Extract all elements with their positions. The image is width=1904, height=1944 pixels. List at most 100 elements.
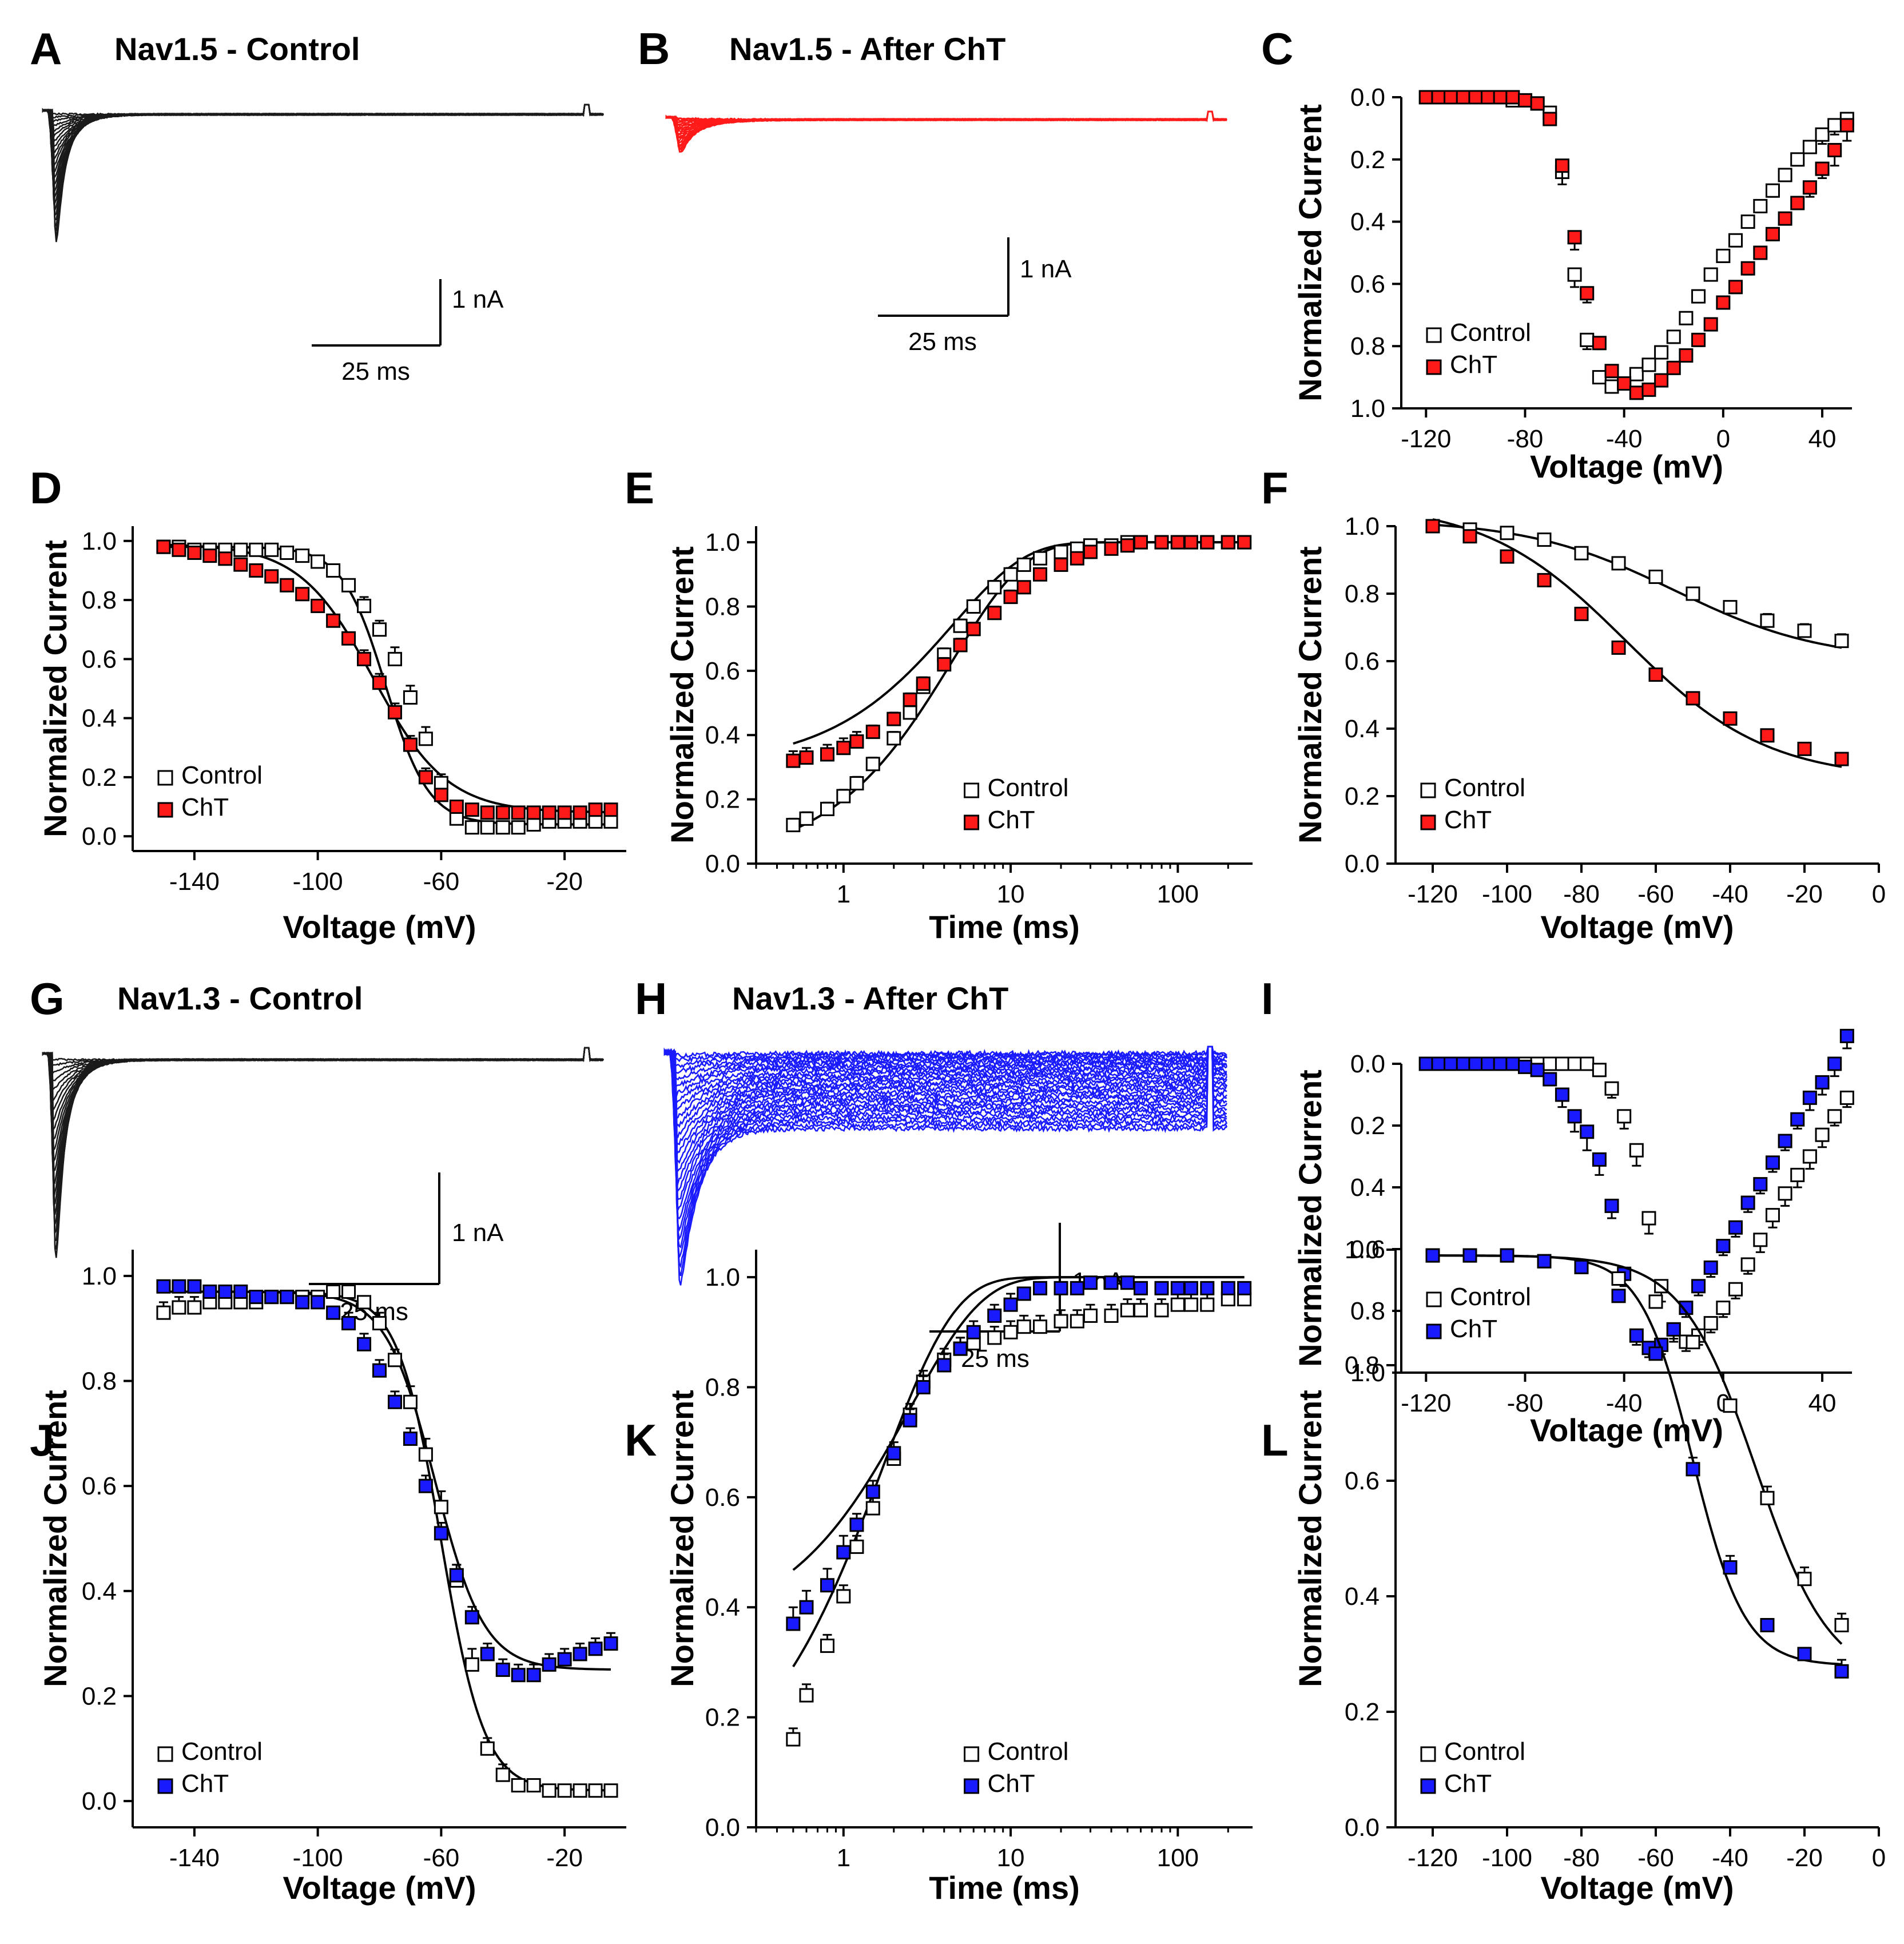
legend-marker-cht	[1420, 1778, 1436, 1794]
data-point-control	[1567, 267, 1582, 282]
data-point-cht	[1765, 226, 1780, 241]
y-tick-label: 0.6	[705, 657, 740, 685]
data-point-cht	[1500, 549, 1515, 564]
fit-curve-control	[163, 1290, 611, 1792]
data-point-control	[526, 1778, 541, 1793]
y-axis-label: Normalized Current	[37, 1390, 73, 1687]
data-point-cht	[1555, 1087, 1569, 1102]
current-trace	[663, 1045, 1228, 1164]
legend-label-control: Control	[1450, 319, 1531, 347]
current-trace	[663, 1045, 1228, 1220]
y-tick-label: 0.2	[1345, 782, 1380, 810]
scalebar-time-label: 25 ms	[341, 357, 410, 385]
data-point-control	[1611, 556, 1626, 571]
panel-B: B Nav1.5 - After ChT 25 ms 1 nA	[638, 23, 1227, 356]
data-point-control	[887, 731, 901, 746]
data-point-cht	[187, 1279, 202, 1294]
x-tick-label: -120	[1408, 880, 1458, 908]
data-point-cht	[1834, 752, 1849, 766]
data-point-control	[1827, 1109, 1842, 1124]
data-point-cht	[903, 692, 917, 707]
data-point-control	[1815, 127, 1830, 142]
y-tick-label: 1.0	[1350, 395, 1385, 423]
y-tick-label: 1.0	[705, 528, 740, 556]
data-point-cht	[1703, 1260, 1718, 1275]
y-tick-label: 0.0	[1350, 84, 1385, 112]
current-trace	[42, 1047, 604, 1250]
data-point-control	[1834, 1618, 1849, 1632]
x-tick-label: -120	[1401, 1389, 1451, 1417]
data-point-cht	[1183, 535, 1198, 550]
data-point-control	[799, 1688, 814, 1703]
data-point-control	[849, 1539, 864, 1554]
panel-letter: C	[1261, 23, 1293, 74]
x-axis-label: Voltage (mV)	[1530, 1412, 1723, 1448]
x-axis-label: Voltage (mV)	[1530, 448, 1723, 484]
data-point-control	[1537, 532, 1552, 547]
x-tick-label: -60	[423, 1844, 460, 1872]
data-point-cht	[1016, 580, 1031, 595]
data-point-cht	[1003, 1297, 1018, 1312]
data-point-cht	[1723, 1560, 1738, 1575]
data-point-cht	[1083, 1275, 1098, 1290]
data-point-control	[903, 705, 917, 720]
data-point-control	[865, 757, 880, 772]
current-trace	[42, 104, 604, 144]
data-point-cht	[1530, 96, 1545, 111]
data-point-control	[1740, 214, 1755, 229]
current-trace	[665, 110, 1227, 141]
data-point-control	[865, 1501, 880, 1516]
current-trace	[663, 1045, 1228, 1147]
legend-marker-control	[964, 782, 980, 798]
data-point-control	[403, 690, 418, 705]
x-tick-label: 100	[1157, 880, 1199, 908]
current-trace	[42, 1047, 604, 1258]
x-axis-label: Voltage (mV)	[283, 909, 476, 945]
y-axis-label: Normalized Current	[37, 540, 73, 837]
data-point-cht	[1827, 1056, 1842, 1071]
data-point-control	[233, 542, 248, 557]
data-point-control	[480, 820, 495, 835]
scalebar-current-label: 1 nA	[452, 285, 504, 313]
data-point-cht	[557, 1652, 572, 1667]
y-tick-label: 1.0	[705, 1263, 740, 1291]
y-tick-label: 0.8	[82, 586, 117, 614]
y-tick-label: 0.4	[705, 1593, 740, 1621]
panel-C: C 0.0 0.2 0.4 0.6 0.8 1.0 -120 -80 -40 0 40 Voltage …	[1261, 23, 1854, 484]
y-tick-label: 0.8	[705, 593, 740, 621]
x-axis-label: Time (ms)	[929, 1870, 1079, 1906]
current-trace	[42, 1047, 604, 1152]
data-point-cht	[1444, 1056, 1458, 1071]
data-point-control	[786, 1732, 801, 1747]
data-point-cht	[1517, 1059, 1532, 1074]
x-tick-label: 100	[1157, 1844, 1199, 1872]
legend-label-cht: ChT	[1444, 1770, 1492, 1798]
current-trace	[665, 110, 1227, 139]
data-point-cht	[1543, 1072, 1557, 1087]
data-point-control	[1728, 233, 1743, 248]
data-point-cht	[1580, 286, 1595, 301]
x-tick-label: -60	[1637, 1844, 1674, 1872]
data-point-control	[1016, 557, 1031, 572]
current-trace	[42, 104, 604, 192]
data-point-control	[1183, 1297, 1198, 1312]
data-point-cht	[953, 1341, 968, 1356]
data-point-control	[820, 801, 834, 816]
data-point-control	[987, 1330, 1002, 1345]
y-tick-label: 0.8	[1350, 332, 1385, 360]
y-tick-label: 0.6	[1350, 1235, 1385, 1263]
data-point-cht	[1070, 551, 1084, 566]
y-axis-label: Normalized Current	[1292, 104, 1328, 401]
data-point-control	[1120, 1303, 1135, 1318]
current-trace	[663, 1045, 1227, 1172]
data-point-cht	[1133, 1281, 1148, 1295]
legend-label-cht: ChT	[1444, 806, 1492, 834]
panel-E: E 0.0 0.2 0.4 0.6 0.8 1.0 1 10 100 Time (ms) Normal…	[625, 463, 1253, 945]
data-point-control	[387, 1353, 402, 1367]
data-point-cht	[233, 557, 248, 572]
legend-label-cht: ChT	[181, 793, 229, 821]
data-point-cht	[588, 1641, 603, 1656]
data-point-cht	[311, 1295, 325, 1310]
data-point-cht	[1462, 529, 1477, 544]
